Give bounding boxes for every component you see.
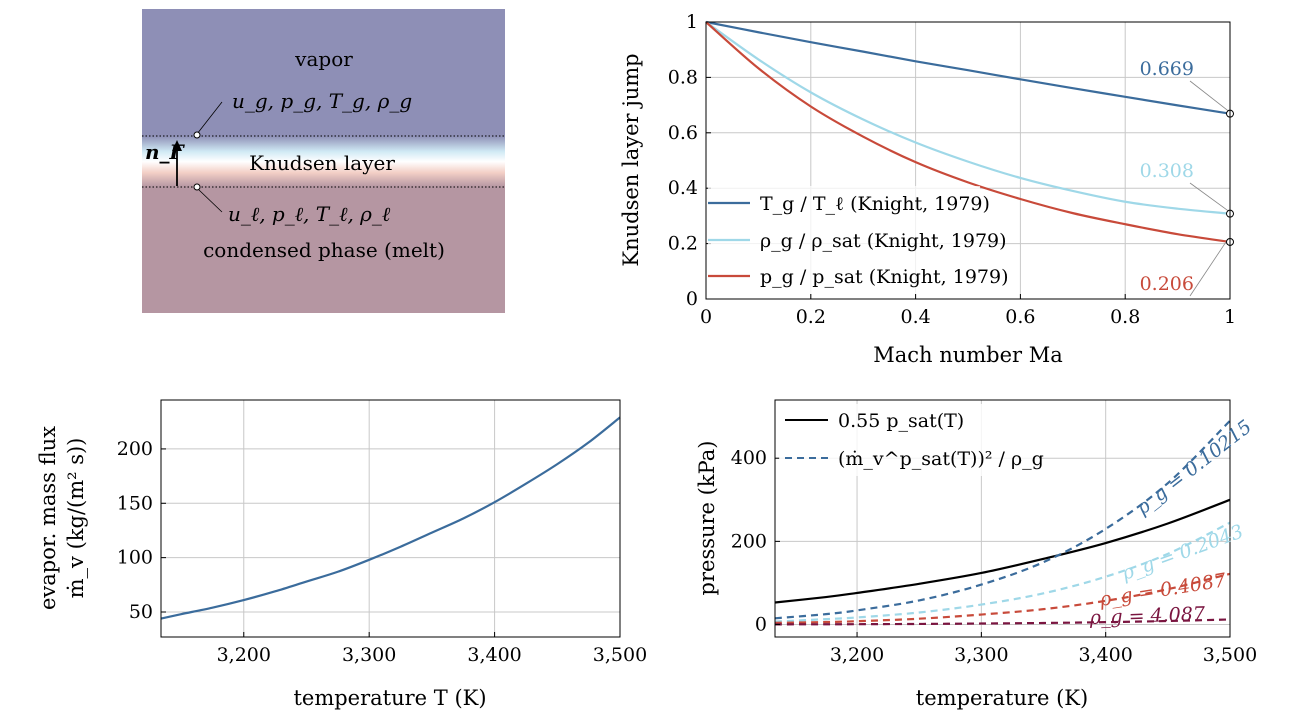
mass-flux-chart: 3,200 3,300 3,400 3,500 50 100 150 200 temperat…	[36, 399, 647, 710]
mass-flux-x-axis-label: temperature T (K)	[293, 686, 486, 710]
mass-flux-x-tick-label: 3,200	[217, 644, 271, 666]
pressure-y-axis-label: pressure (kPa)	[695, 441, 719, 596]
mass-flux-x-tick-label: 3,500	[593, 644, 647, 666]
knudsen-series	[705, 20, 1231, 244]
knudsen-x-tick-label: 0.6	[1005, 306, 1035, 328]
pressure-y-tick-label: 0	[755, 614, 767, 636]
pressure-series	[774, 420, 1231, 626]
vapor-state-variables: u_g, p_g, T_g, ρ_g	[232, 89, 412, 113]
mass-flux-y-tick-label: 150	[117, 492, 153, 514]
mass-flux-x-tick-label: 3,300	[342, 644, 396, 666]
arrow-head-icon	[172, 140, 182, 151]
knudsen-y-tick-label: 0.8	[668, 66, 698, 88]
knudsen-x-tick-label: 1	[1224, 306, 1236, 328]
pressure-y-tick-label: 200	[731, 530, 767, 552]
interface-diagram: vapor u_g, p_g, T_g, ρ_g Knudsen layer n…	[142, 9, 505, 313]
mass-flux-series-line-0	[160, 416, 621, 620]
mass-flux-y-axis-label-line1: evapor. mass flux	[36, 426, 60, 610]
knudsen-legend: T_g / T_ℓ (Knight, 1979) ρ_g / ρ_sat (Kn…	[708, 186, 1009, 294]
vapor-point-marker	[193, 131, 201, 139]
knudsen-jump-chart: 0.669 0.308 0.206 0 0.2 0.4 0.6 0.8 1 0 0.2 0.4 0.6…	[619, 11, 1236, 367]
knudsen-x-axis-label: Mach number Ma	[873, 343, 1063, 367]
knudsen-y-tick-label: 0	[686, 288, 698, 310]
melt-point-marker	[193, 183, 201, 191]
legend-entry-density: ρ_g / ρ_sat (Knight, 1979)	[760, 230, 1007, 252]
pressure-tick-labels: 3,200 3,300 3,400 3,500 0 200 400	[731, 447, 1257, 666]
knudsen-x-tick-label: 0	[700, 306, 712, 328]
curve-annotation-3: ρ_g = 4.087	[1088, 603, 1206, 629]
pressure-series-line-1	[774, 420, 1231, 620]
pressure-x-tick-label: 3,300	[954, 644, 1008, 666]
pressure-x-tick-label: 3,200	[830, 644, 884, 666]
mass-flux-series	[160, 416, 621, 620]
pressure-series-line-0	[774, 498, 1231, 604]
knudsen-x-tick-label: 0.4	[900, 306, 930, 328]
knudsen-series-line-2	[705, 21, 1231, 244]
legend-entry-saturation-pressure: 0.55 p_sat(T)	[838, 410, 964, 432]
knudsen-tick-labels: 0 0.2 0.4 0.6 0.8 1 0 0.2 0.4 0.6 0.8 1	[668, 11, 1236, 328]
knudsen-x-tick-label: 0.8	[1110, 306, 1140, 328]
mass-flux-y-tick-label: 50	[129, 601, 153, 623]
knudsen-y-tick-label: 0.6	[668, 122, 698, 144]
melt-label: condensed phase (melt)	[203, 238, 445, 262]
vapor-leader-line	[196, 101, 223, 135]
knudsen-axes-frame	[705, 21, 1231, 300]
legend-entry-pressure: p_g / p_sat (Knight, 1979)	[760, 266, 1009, 288]
knudsen-y-tick-label: 0.4	[668, 177, 698, 199]
curve-annotation-0: ρ_g = 0.10215	[1132, 416, 1256, 520]
pressure-axes-frame	[774, 399, 1231, 638]
mass-flux-axes-frame	[160, 399, 621, 638]
knudsen-y-tick-label: 0.2	[668, 233, 698, 255]
legend-entry-momentum-pressure: (ṁ_v^p_sat(T))² / ρ_g	[838, 448, 1044, 470]
knudsen-end-markers: 0.669 0.308 0.206	[1140, 58, 1234, 297]
vapor-label: vapor	[294, 47, 353, 71]
mass-flux-y-tick-label: 100	[117, 547, 153, 569]
end-label-leader-1	[1189, 182, 1229, 212]
knudsen-layer-label: Knudsen layer	[249, 151, 395, 175]
mass-flux-y-axis-label-line2: ṁ_v (kg/(m² s))	[64, 438, 88, 599]
mass-flux-x-tick-label: 3,400	[467, 644, 521, 666]
knudsen-legend-box	[708, 186, 980, 294]
end-value-label-0: 0.669	[1140, 58, 1194, 80]
pressure-series-line-3	[774, 572, 1231, 624]
legend-entry-temperature: T_g / T_ℓ (Knight, 1979)	[760, 193, 990, 215]
pressure-legend: 0.55 p_sat(T) (ṁ_v^p_sat(T))² / ρ_g	[779, 404, 1044, 476]
normal-vector-label: n_Γ	[145, 140, 186, 164]
knudsen-series-line-0	[705, 20, 1231, 115]
mass-flux-y-tick-label: 200	[117, 438, 153, 460]
pressure-chart: 3,200 3,300 3,400 3,500 0 200 400 ρ_g = 0.1021…	[695, 399, 1257, 710]
end-label-leader-2	[1189, 238, 1229, 297]
end-value-label-1: 0.308	[1140, 160, 1194, 182]
knudsen-y-axis-label: Knudsen layer jump	[619, 53, 643, 266]
end-label-leader-0	[1189, 80, 1229, 112]
melt-region	[142, 187, 505, 313]
knudsen-y-tick-label: 1	[686, 11, 698, 33]
knudsen-x-tick-label: 0.2	[796, 306, 826, 328]
pressure-y-tick-label: 400	[731, 447, 767, 469]
pressure-x-axis-label: temperature (K)	[916, 686, 1088, 710]
pressure-x-tick-label: 3,500	[1203, 644, 1257, 666]
melt-state-variables: u_ℓ, p_ℓ, T_ℓ, ρ_ℓ	[228, 202, 391, 226]
mass-flux-tick-labels: 3,200 3,300 3,400 3,500 50 100 150 200	[117, 438, 647, 666]
knudsen-series-line-1	[705, 21, 1231, 215]
pressure-x-tick-label: 3,400	[1078, 644, 1132, 666]
knudsen-layer-region	[142, 136, 505, 187]
pressure-series-line-4	[774, 618, 1231, 626]
melt-leader-line	[198, 189, 223, 213]
pressure-series-line-2	[774, 521, 1231, 623]
mass-flux-grid	[161, 400, 621, 637]
vapor-region	[142, 9, 505, 136]
end-value-label-2: 0.206	[1140, 273, 1194, 295]
pressure-legend-box	[779, 404, 1041, 476]
